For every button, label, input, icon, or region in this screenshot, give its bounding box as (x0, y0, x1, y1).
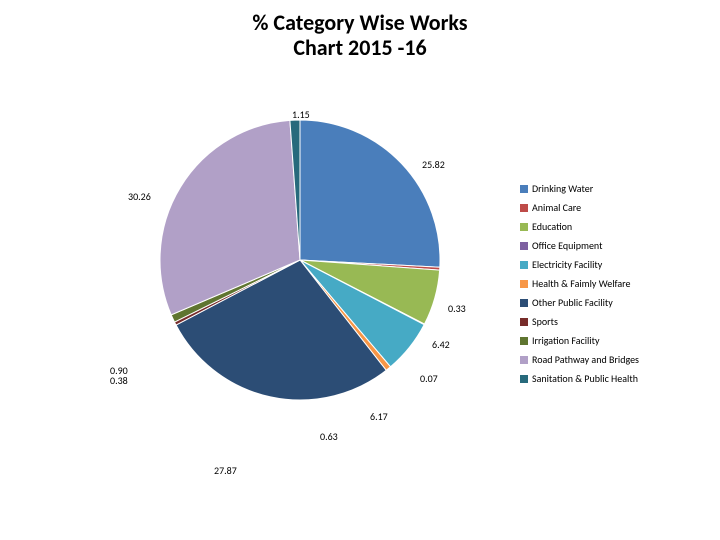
data-label: 25.82 (422, 158, 445, 171)
legend-label: Education (532, 220, 572, 233)
legend-item: Drinking Water (520, 182, 639, 195)
legend-swatch (520, 318, 528, 326)
legend-label: Sports (532, 315, 558, 328)
legend-swatch (520, 242, 528, 250)
data-label: 0.38 (110, 374, 128, 387)
legend-item: Electricity Facility (520, 258, 639, 271)
legend-swatch (520, 280, 528, 288)
legend-item: Office Equipment (520, 239, 639, 252)
legend-swatch (520, 223, 528, 231)
legend-swatch (520, 299, 528, 307)
legend-item: Education (520, 220, 639, 233)
legend-item: Animal Care (520, 201, 639, 214)
legend-item: Other Public Facility (520, 296, 639, 309)
data-label: 6.17 (370, 410, 388, 423)
legend-label: Drinking Water (532, 182, 593, 195)
data-label: 30.26 (128, 190, 151, 203)
legend-item: Sports (520, 315, 639, 328)
data-label: 27.87 (214, 464, 237, 477)
legend: Drinking Water Animal Care Education Office… (520, 182, 639, 391)
data-label: 0.63 (320, 430, 338, 443)
legend-label: Animal Care (532, 201, 581, 214)
legend-label: Electricity Facility (532, 258, 602, 271)
data-label: 1.15 (292, 108, 310, 121)
legend-label: Health & Faimly Welfare (532, 277, 631, 290)
legend-item: Health & Faimly Welfare (520, 277, 639, 290)
legend-label: Road Pathway and Bridges (532, 353, 639, 366)
legend-swatch (520, 337, 528, 345)
pie-slice (300, 120, 440, 267)
chart-area: Drinking Water Animal Care Education Office… (0, 80, 720, 540)
legend-swatch (520, 185, 528, 193)
legend-label: Office Equipment (532, 239, 602, 252)
legend-swatch (520, 375, 528, 383)
legend-label: Sanitation & Public Health (532, 372, 638, 385)
data-label: 6.42 (432, 338, 450, 351)
legend-item: Road Pathway and Bridges (520, 353, 639, 366)
legend-label: Other Public Facility (532, 296, 613, 309)
legend-swatch (520, 261, 528, 269)
legend-swatch (520, 356, 528, 364)
legend-swatch (520, 204, 528, 212)
legend-item: Irrigation Facility (520, 334, 639, 347)
legend-label: Irrigation Facility (532, 334, 599, 347)
data-label: 0.07 (420, 372, 438, 385)
legend-item: Sanitation & Public Health (520, 372, 639, 385)
data-label: 0.33 (448, 302, 466, 315)
